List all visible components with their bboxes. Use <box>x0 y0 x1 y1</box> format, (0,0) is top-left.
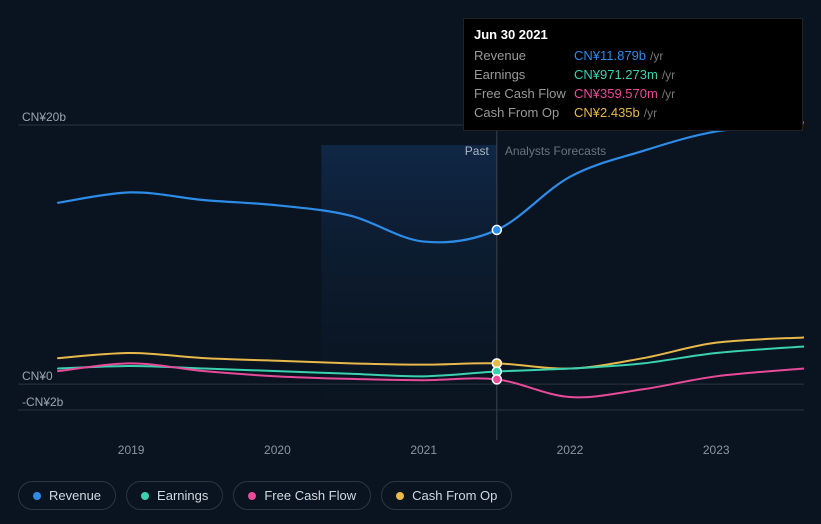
y-tick-label: CN¥0 <box>22 369 53 383</box>
y-tick-label: CN¥20b <box>22 110 66 124</box>
tooltip-row-value: CN¥11.879b <box>574 48 646 63</box>
x-tick-label: 2021 <box>410 443 437 457</box>
y-tick-label: -CN¥2b <box>22 395 64 409</box>
tooltip-row-unit: /yr <box>662 87 675 101</box>
legend-item-fcf[interactable]: Free Cash Flow <box>233 481 371 510</box>
tooltip-row-value: CN¥971.273m <box>574 67 658 82</box>
x-tick-label: 2022 <box>557 443 584 457</box>
tooltip-row-value: CN¥2.435b <box>574 105 640 120</box>
x-tick-label: 2019 <box>118 443 145 457</box>
legend-dot <box>33 492 41 500</box>
legend-item-label: Free Cash Flow <box>264 488 356 503</box>
tooltip-row: Free Cash FlowCN¥359.570m/yr <box>474 84 792 103</box>
tooltip-row: Cash From OpCN¥2.435b/yr <box>474 103 792 122</box>
x-tick-label: 2020 <box>264 443 291 457</box>
legend-item-label: Cash From Op <box>412 488 497 503</box>
legend-item-earnings[interactable]: Earnings <box>126 481 223 510</box>
legend-item-label: Revenue <box>49 488 101 503</box>
chart-tooltip: Jun 30 2021 RevenueCN¥11.879b/yrEarnings… <box>463 18 803 131</box>
legend-item-cash_from_op[interactable]: Cash From Op <box>381 481 512 510</box>
tooltip-row-unit: /yr <box>662 68 675 82</box>
legend-dot <box>396 492 404 500</box>
tooltip-date: Jun 30 2021 <box>474 27 792 42</box>
legend-item-revenue[interactable]: Revenue <box>18 481 116 510</box>
tooltip-row-value: CN¥359.570m <box>574 86 658 101</box>
past-label: Past <box>465 144 490 158</box>
tooltip-row: EarningsCN¥971.273m/yr <box>474 65 792 84</box>
tooltip-row-label: Cash From Op <box>474 105 574 120</box>
tooltip-row: RevenueCN¥11.879b/yr <box>474 46 792 65</box>
series-marker-fcf[interactable] <box>492 375 501 384</box>
tooltip-row-label: Free Cash Flow <box>474 86 574 101</box>
tooltip-row-unit: /yr <box>650 49 663 63</box>
tooltip-row-label: Earnings <box>474 67 574 82</box>
legend-dot <box>141 492 149 500</box>
legend-item-label: Earnings <box>157 488 208 503</box>
chart-legend: Revenue Earnings Free Cash Flow Cash From O… <box>18 481 512 510</box>
tooltip-row-label: Revenue <box>474 48 574 63</box>
series-marker-revenue[interactable] <box>492 225 501 234</box>
tooltip-row-unit: /yr <box>644 106 657 120</box>
forecast-label: Analysts Forecasts <box>505 144 606 158</box>
past-highlight-band <box>321 145 497 440</box>
legend-dot <box>248 492 256 500</box>
x-tick-label: 2023 <box>703 443 730 457</box>
